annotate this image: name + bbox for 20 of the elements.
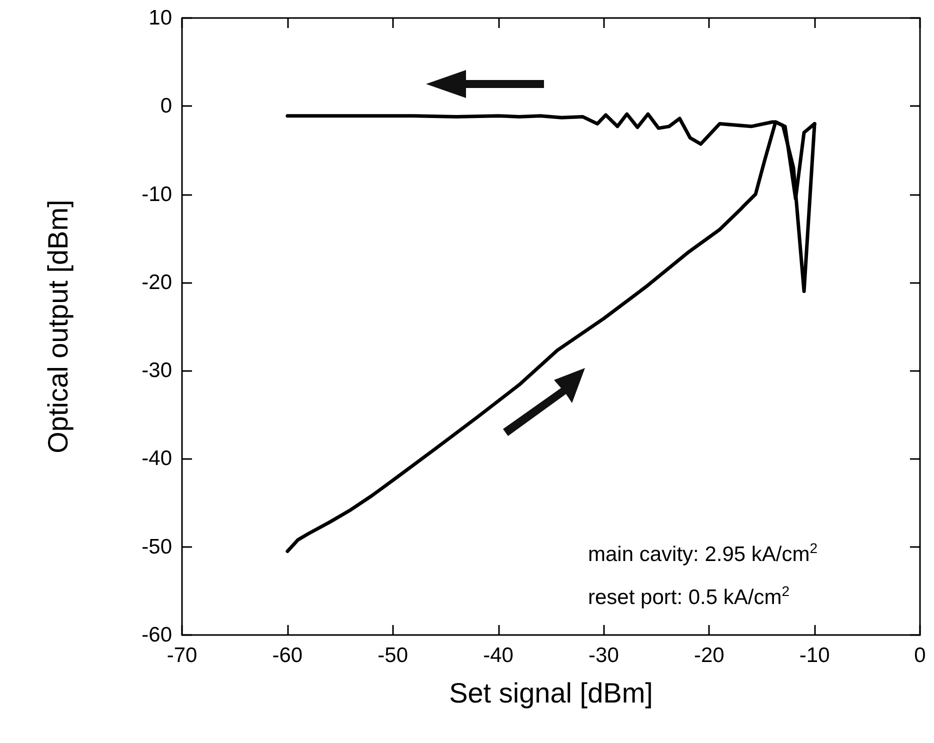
x-tick-label: 0 xyxy=(914,644,926,667)
y-tick-label: -20 xyxy=(142,270,172,294)
x-tick-label: -10 xyxy=(799,644,830,667)
annotation: reset port: 0.5 kA/cm$^{2}$ xyxy=(588,583,790,610)
annotation: main cavity: 2.95 kA/cm$^{2}$ xyxy=(588,540,818,567)
y-tick-label: -60 xyxy=(142,624,172,646)
x-tick-label: -50 xyxy=(378,644,408,667)
y-tick-label: -10 xyxy=(142,182,172,206)
x-tick-label: -60 xyxy=(272,644,303,667)
x-axis-title: Set signal [dBm] xyxy=(449,678,653,708)
x-tick-label: -70 xyxy=(166,644,198,667)
y-tick-label: 0 xyxy=(160,94,172,118)
x-tick-label: -20 xyxy=(694,644,724,667)
x-tick-label: -40 xyxy=(483,644,514,667)
y-tick-label: -40 xyxy=(142,447,172,470)
y-tick-label: -50 xyxy=(142,535,172,558)
y-tick-label: 10 xyxy=(148,6,172,30)
y-axis-title: Optical output [dBm] xyxy=(42,200,74,454)
y-tick-label: -30 xyxy=(142,359,172,382)
x-tick-label: -30 xyxy=(588,644,619,667)
